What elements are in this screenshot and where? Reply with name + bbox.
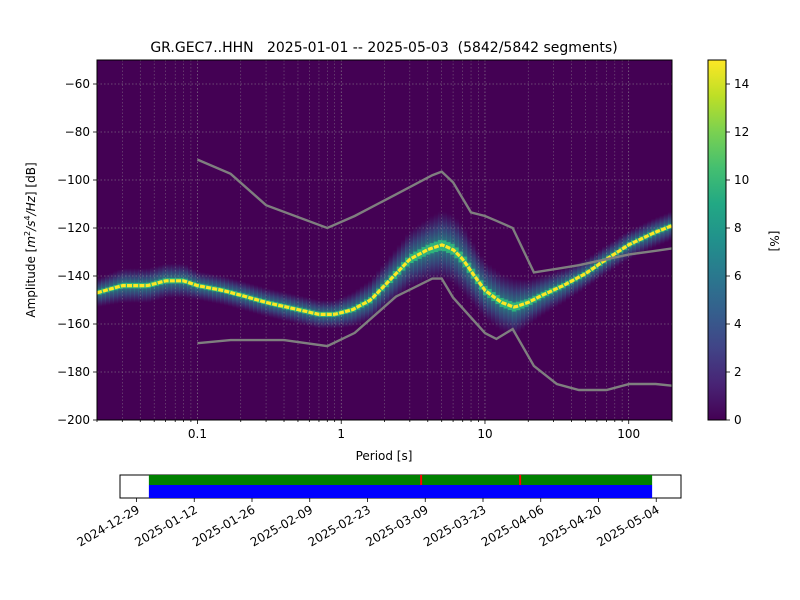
- timeline-tick-label: 2024-12-29: [75, 502, 142, 549]
- colorbar-tick-label: 12: [734, 125, 749, 139]
- density-core: [528, 297, 533, 305]
- timeline-bars: [148, 475, 653, 498]
- y-tick-label: −140: [57, 269, 90, 283]
- density-core: [593, 263, 599, 269]
- y-axis-label: Amplitude [m2/s4/Hz] [dB]: [23, 162, 38, 317]
- timeline-bar-green: [148, 475, 653, 485]
- y-tick-label: −180: [57, 365, 90, 379]
- colorbar-tick-label: 6: [734, 269, 742, 283]
- psd-heatmap: [97, 60, 672, 420]
- mode-curve: [97, 224, 672, 316]
- colorbar-tick-label: 8: [734, 221, 742, 235]
- colorbar-tick-label: 4: [734, 317, 742, 331]
- timeline-tick-label: 2025-02-09: [248, 502, 315, 549]
- density-core: [154, 280, 160, 286]
- low-noise-model-line: [197, 277, 672, 392]
- high-noise-model-line: [197, 158, 672, 274]
- density-core: [515, 301, 521, 311]
- y-tick-label: −120: [57, 221, 90, 235]
- timeline-ticks: 2024-12-292025-01-122025-01-262025-02-09…: [75, 498, 662, 549]
- colorbar: [707, 59, 727, 421]
- colorbar-ticks: 0 2 4 6 8 10 12 14: [726, 77, 749, 427]
- y-tick-label: −200: [57, 413, 90, 427]
- colorbar-tick-label: 2: [734, 365, 742, 379]
- y-tick-label: −100: [57, 173, 90, 187]
- density-core: [561, 282, 566, 289]
- grid-lines: [97, 60, 672, 420]
- y-tick-label: −80: [65, 125, 90, 139]
- noise-models: [197, 158, 672, 392]
- colorbar-tick-label: 10: [734, 173, 749, 187]
- x-axis-label: Period [s]: [356, 449, 413, 463]
- density-core: [179, 278, 184, 284]
- density-core: [577, 274, 583, 280]
- x-tick-label: 10: [477, 427, 492, 441]
- timeline-tick-label: 2025-04-20: [537, 502, 604, 549]
- density-core: [117, 283, 123, 290]
- density-core: [166, 278, 172, 284]
- timeline-tick-label: 2025-01-12: [132, 502, 199, 549]
- density-core: [244, 294, 250, 300]
- timeline-bar-blue: [148, 485, 653, 498]
- timeline-tick-label: 2025-02-23: [306, 502, 373, 549]
- x-axis: 0.1 1 10 100: [96, 420, 673, 441]
- y-axis: −60 −80 −100 −120 −140 −160 −180 −200: [57, 77, 97, 427]
- timeline-tick-label: 2025-03-09: [363, 502, 430, 549]
- density-core: [663, 225, 669, 231]
- x-tick-label: 100: [617, 427, 640, 441]
- timeline-tick-label: 2025-05-04: [594, 502, 661, 549]
- timeline-tick-label: 2025-01-26: [190, 502, 257, 549]
- y-tick-label: −60: [65, 77, 90, 91]
- density-core: [142, 282, 147, 289]
- density-core: [614, 250, 620, 256]
- timeline-gap-marker: [519, 475, 522, 485]
- density-core: [191, 281, 197, 287]
- x-tick-label: 1: [337, 427, 345, 441]
- density-core: [409, 253, 414, 263]
- timeline-gap-marker: [420, 475, 423, 485]
- density-core: [257, 297, 262, 303]
- density-core: [544, 290, 550, 297]
- y-tick-label: −160: [57, 317, 90, 331]
- density-core: [647, 232, 653, 238]
- density-core: [269, 301, 275, 307]
- timeline-tick-label: 2025-03-23: [421, 502, 488, 549]
- timeline-tick-label: 2025-04-06: [479, 502, 546, 549]
- mode-line: [97, 224, 672, 316]
- density-core: [129, 282, 135, 289]
- x-tick-label: 0.1: [188, 427, 207, 441]
- chart-title: GR.GEC7..HHN 2025-01-01 -- 2025-05-03 (5…: [150, 40, 617, 56]
- colorbar-label: [%]: [767, 231, 781, 252]
- colorbar-tick-label: 0: [734, 413, 742, 427]
- colorbar-tick-label: 14: [734, 77, 749, 91]
